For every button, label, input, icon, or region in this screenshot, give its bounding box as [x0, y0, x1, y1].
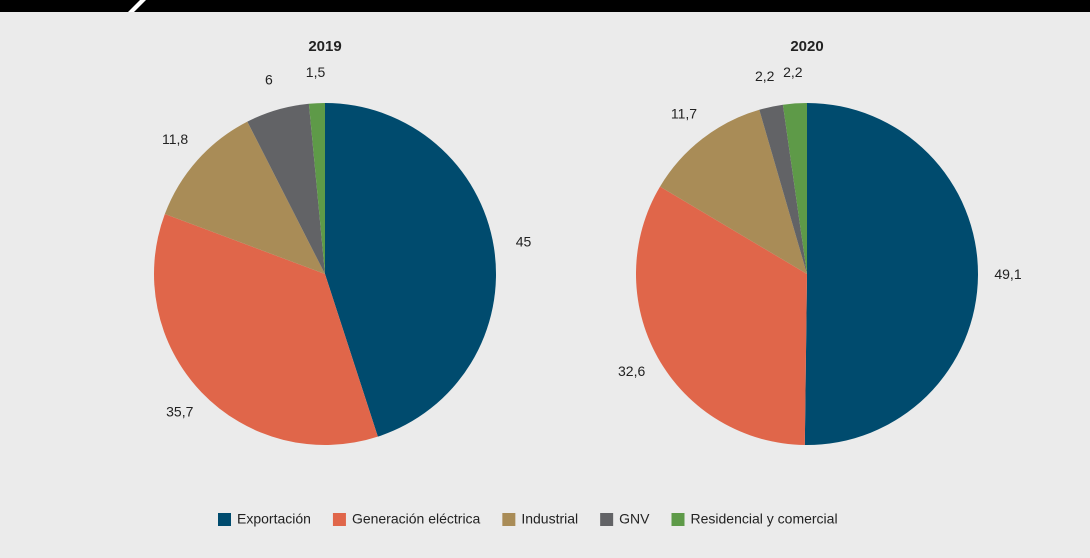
legend-swatch	[502, 513, 516, 526]
legend-label: Generación eléctrica	[352, 511, 481, 527]
data-label: 45	[516, 233, 532, 249]
pie-slice	[247, 103, 325, 274]
bar-notch	[128, 0, 146, 12]
chart-title: 2020	[790, 38, 823, 55]
data-label: 35,7	[166, 404, 193, 420]
pie-slice	[154, 214, 378, 445]
legend-label: Industrial	[521, 511, 578, 527]
legend-label: GNV	[619, 511, 650, 527]
data-label: 49,1	[994, 266, 1021, 282]
legend-swatch	[671, 513, 685, 526]
legend-label: Exportación	[237, 511, 311, 527]
pie-slice	[164, 121, 325, 275]
legend-swatch	[332, 513, 346, 526]
data-label: 1,5	[306, 64, 326, 80]
top-bar	[0, 0, 1090, 12]
pie-slice	[759, 104, 807, 275]
data-label: 11,7	[671, 106, 697, 122]
data-label: 11,8	[162, 131, 188, 147]
legend-swatch	[218, 513, 231, 526]
pie-slice	[325, 103, 496, 437]
pie-slice	[660, 109, 807, 274]
pie-slice	[308, 103, 325, 274]
data-label: 32,6	[618, 363, 645, 379]
pie-slice	[635, 186, 807, 445]
legend-label: Residencial y comercial	[691, 511, 838, 527]
pie-slice	[804, 103, 979, 445]
pie-slice	[782, 103, 807, 274]
data-label: 6	[265, 72, 273, 88]
legend-swatch	[600, 513, 614, 526]
chart-title: 2019	[308, 38, 341, 55]
data-label: 2,2	[755, 68, 775, 84]
data-label: 2,2	[783, 64, 803, 80]
